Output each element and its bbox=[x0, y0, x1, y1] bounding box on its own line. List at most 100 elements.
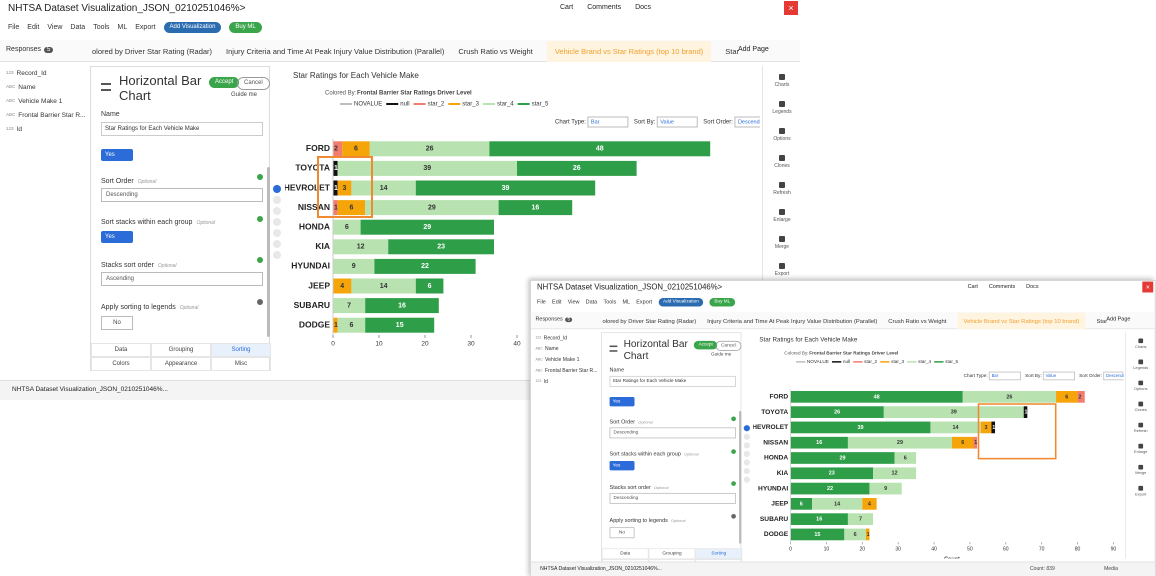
menu-item[interactable]: View bbox=[567, 299, 580, 305]
menu-item[interactable]: Edit bbox=[552, 299, 562, 305]
sidebar-item[interactable]: Export bbox=[764, 263, 800, 277]
bottom-tab[interactable]: Sorting bbox=[211, 343, 271, 357]
tool-button[interactable] bbox=[273, 218, 281, 226]
control-select[interactable] bbox=[656, 116, 698, 128]
close-button[interactable]: × bbox=[1142, 281, 1154, 293]
sidebar-item[interactable]: Charts bbox=[764, 74, 800, 88]
accept-button[interactable]: Accept bbox=[693, 340, 718, 350]
tool-button[interactable] bbox=[743, 476, 750, 483]
tool-button[interactable] bbox=[273, 185, 281, 193]
field-item[interactable]: 123 Id bbox=[6, 126, 22, 133]
sort-order-select[interactable]: Descending bbox=[609, 427, 736, 439]
tab[interactable]: Star bbox=[1096, 317, 1108, 325]
toolbar-button[interactable]: Add Visualization bbox=[658, 297, 704, 307]
toolbar-item[interactable]: Cart bbox=[560, 4, 574, 11]
add-page[interactable]: Add Page bbox=[1106, 316, 1131, 323]
toggle[interactable]: Yes bbox=[101, 231, 133, 243]
bottom-tab[interactable]: Grouping bbox=[151, 343, 211, 357]
field-item[interactable]: ABC Vehicle Make 1 bbox=[6, 98, 62, 105]
menu-item[interactable]: File bbox=[537, 299, 546, 305]
toggle[interactable]: Yes bbox=[609, 460, 635, 471]
taskbar-item[interactable]: NHTSA Dataset Visualization_JSON_0210251… bbox=[12, 386, 168, 393]
sidebar-item[interactable]: Enlarge bbox=[1127, 443, 1155, 455]
bottom-tab[interactable]: Appearance bbox=[151, 357, 211, 371]
sidebar-item[interactable]: Merge bbox=[764, 236, 800, 250]
taskbar-item[interactable]: NHTSA Dataset Visualization_JSON_0210251… bbox=[540, 566, 662, 572]
sidebar-item[interactable]: Legends bbox=[764, 101, 800, 115]
toolbar-button[interactable]: Buy ML bbox=[229, 22, 262, 33]
tab[interactable]: Injury Criteria and Time At Peak Injury … bbox=[226, 46, 445, 56]
sidebar-item[interactable]: Refresh bbox=[1127, 422, 1155, 434]
sidebar-item[interactable]: Merge bbox=[1127, 464, 1155, 476]
tool-button[interactable] bbox=[743, 450, 750, 458]
cancel-button[interactable]: Cancel bbox=[715, 340, 742, 351]
stacks-sort-select[interactable]: Ascending bbox=[101, 272, 263, 286]
tab[interactable]: Crush Ratio vs Weight bbox=[888, 317, 947, 325]
sidebar-item[interactable]: Refresh bbox=[764, 182, 800, 196]
guide-me[interactable]: Guide me bbox=[710, 352, 732, 358]
field-item[interactable]: ABC Frontal Barrier Star R... bbox=[6, 112, 85, 119]
tool-button[interactable] bbox=[743, 459, 750, 466]
add-page[interactable]: Add Page bbox=[738, 46, 769, 53]
tool-button[interactable] bbox=[273, 229, 281, 237]
toolbar-item[interactable]: Docs bbox=[1026, 283, 1039, 290]
sidebar-item[interactable]: Charts bbox=[1127, 338, 1155, 349]
tab[interactable]: olored by Driver Star Rating (Radar) bbox=[602, 317, 697, 325]
menu-item[interactable]: File bbox=[8, 24, 20, 31]
tool-button[interactable] bbox=[273, 240, 281, 248]
bottom-tab[interactable]: Grouping bbox=[648, 548, 696, 560]
menu-item[interactable]: Tools bbox=[93, 24, 110, 31]
toolbar-item[interactable]: Comments bbox=[988, 283, 1016, 290]
name-input[interactable]: Star Ratings for Each Vehicle Make bbox=[101, 122, 263, 136]
control-select[interactable] bbox=[587, 116, 629, 128]
status-media[interactable]: Media bbox=[1104, 566, 1118, 572]
tool-button[interactable] bbox=[743, 425, 750, 432]
toolbar-item[interactable]: Comments bbox=[587, 4, 622, 11]
toolbar-button[interactable]: Add Visualization bbox=[163, 22, 222, 33]
sidebar-item[interactable]: Options bbox=[764, 128, 800, 142]
sort-order-select[interactable]: Descending bbox=[101, 188, 263, 202]
control-select[interactable] bbox=[988, 371, 1021, 381]
menu-item[interactable]: Tools bbox=[603, 299, 617, 305]
field-item[interactable]: ABC Name bbox=[535, 346, 558, 351]
field-item[interactable]: ABC Frontal Barrier Star R... bbox=[535, 368, 597, 373]
bottom-tab[interactable]: Data bbox=[601, 548, 649, 560]
control-select[interactable] bbox=[734, 116, 760, 128]
toggle[interactable]: Yes bbox=[609, 397, 635, 407]
tool-button[interactable] bbox=[743, 442, 750, 449]
responses-label[interactable]: Responses bbox=[6, 46, 42, 53]
menu-item[interactable]: Edit bbox=[27, 24, 40, 31]
sidebar-item[interactable]: Clones bbox=[764, 155, 800, 169]
toolbar-button[interactable]: Buy ML bbox=[709, 297, 735, 307]
sidebar-item[interactable]: Options bbox=[1127, 380, 1155, 392]
menu-item[interactable]: ML bbox=[622, 299, 631, 305]
tool-button[interactable] bbox=[743, 467, 750, 475]
accept-button[interactable]: Accept bbox=[209, 77, 240, 88]
control-select[interactable] bbox=[1042, 371, 1075, 381]
bottom-tab[interactable]: Sorting bbox=[695, 548, 743, 560]
bottom-tab[interactable]: Misc bbox=[211, 357, 271, 371]
cancel-button[interactable]: Cancel bbox=[237, 77, 270, 90]
field-item[interactable]: 123 Id bbox=[535, 379, 547, 384]
tool-button[interactable] bbox=[273, 196, 281, 204]
menu-item[interactable]: Export bbox=[135, 24, 156, 31]
menu-item[interactable]: View bbox=[47, 24, 63, 31]
tool-button[interactable] bbox=[273, 207, 281, 215]
close-button[interactable]: × bbox=[784, 1, 798, 15]
menu-item[interactable]: Data bbox=[70, 24, 86, 31]
field-item[interactable]: ABC Vehicle Make 1 bbox=[535, 357, 579, 362]
menu-item[interactable]: Data bbox=[585, 299, 598, 305]
tool-button[interactable] bbox=[743, 433, 750, 440]
toggle[interactable]: No bbox=[609, 527, 635, 539]
tab[interactable]: Vehicle Brand vs Star Ratings (top 10 br… bbox=[546, 40, 712, 62]
tab[interactable]: olored by Driver Star Rating (Radar) bbox=[92, 46, 213, 56]
toggle[interactable]: No bbox=[101, 316, 133, 330]
bottom-tab[interactable]: Data bbox=[91, 343, 151, 357]
stacks-sort-select[interactable]: Descending bbox=[609, 492, 736, 504]
sidebar-item[interactable]: Clones bbox=[1127, 401, 1155, 413]
responses-label[interactable]: Responses bbox=[535, 316, 563, 323]
tab[interactable]: Crush Ratio vs Weight bbox=[458, 46, 533, 56]
field-item[interactable]: 123 Record_Id bbox=[535, 335, 567, 340]
bottom-tab[interactable]: Colors bbox=[91, 357, 151, 371]
toolbar-item[interactable]: Docs bbox=[635, 4, 652, 11]
